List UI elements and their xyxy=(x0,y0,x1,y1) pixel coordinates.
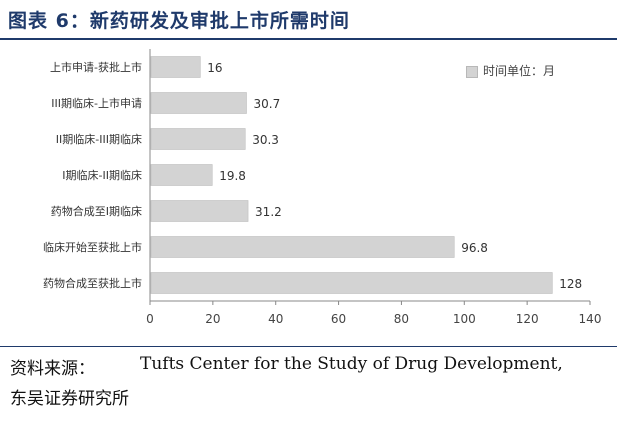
x-tick-label: 80 xyxy=(394,312,409,326)
chart-header: 图表 6：新药研发及审批上市所需时间 xyxy=(0,0,617,38)
chart-title: 图表 6：新药研发及审批上市所需时间 xyxy=(8,10,350,32)
bar xyxy=(150,164,213,186)
data-label: 16 xyxy=(207,61,222,75)
x-tick-label: 20 xyxy=(205,312,220,326)
legend-label: 时间单位：月 xyxy=(483,64,556,78)
source-text-2: 东吴证券研究所 xyxy=(10,389,129,409)
chart-area: 0 20 40 60 80 100 120 140 上市申请-获批上市 16 III期临床-上市申请… xyxy=(0,41,617,341)
source-text: Tufts Center for the Study of Drug Devel… xyxy=(140,354,563,374)
data-label: 128 xyxy=(559,277,582,291)
category-label: 临床开始至获批上市 xyxy=(43,240,142,254)
data-label: 96.8 xyxy=(461,241,488,255)
data-label: 19.8 xyxy=(219,169,246,183)
x-tick-label: 60 xyxy=(331,312,346,326)
category-label: 药物合成至I期临床 xyxy=(51,204,142,218)
x-tick-label: 40 xyxy=(268,312,283,326)
category-label: III期临床-上市申请 xyxy=(51,96,142,110)
footer-divider xyxy=(0,346,617,347)
legend-swatch xyxy=(466,65,478,78)
x-tick-label: 140 xyxy=(579,312,602,326)
data-label: 31.2 xyxy=(255,205,282,219)
x-tick-label: 0 xyxy=(146,312,154,326)
category-label: 上市申请-获批上市 xyxy=(50,60,142,74)
category-label: 药物合成至获批上市 xyxy=(43,276,142,290)
bar xyxy=(150,236,455,258)
bar xyxy=(150,200,249,222)
data-label: 30.7 xyxy=(253,97,280,111)
category-label: I期临床-II期临床 xyxy=(62,168,142,182)
legend: 时间单位：月 xyxy=(466,62,555,79)
x-tick-label: 120 xyxy=(516,312,539,326)
header-divider xyxy=(0,38,617,40)
bar xyxy=(150,92,247,114)
x-tick-label: 100 xyxy=(453,312,476,326)
data-label: 30.3 xyxy=(252,133,279,147)
source-label: 资料来源： xyxy=(10,359,95,379)
bar xyxy=(150,272,553,294)
bar xyxy=(150,56,201,78)
category-label: II期临床-III期临床 xyxy=(56,132,142,146)
bar xyxy=(150,128,246,150)
bar-chart: 0 20 40 60 80 100 120 140 上市申请-获批上市 16 III期临床-上市申请… xyxy=(43,49,602,326)
